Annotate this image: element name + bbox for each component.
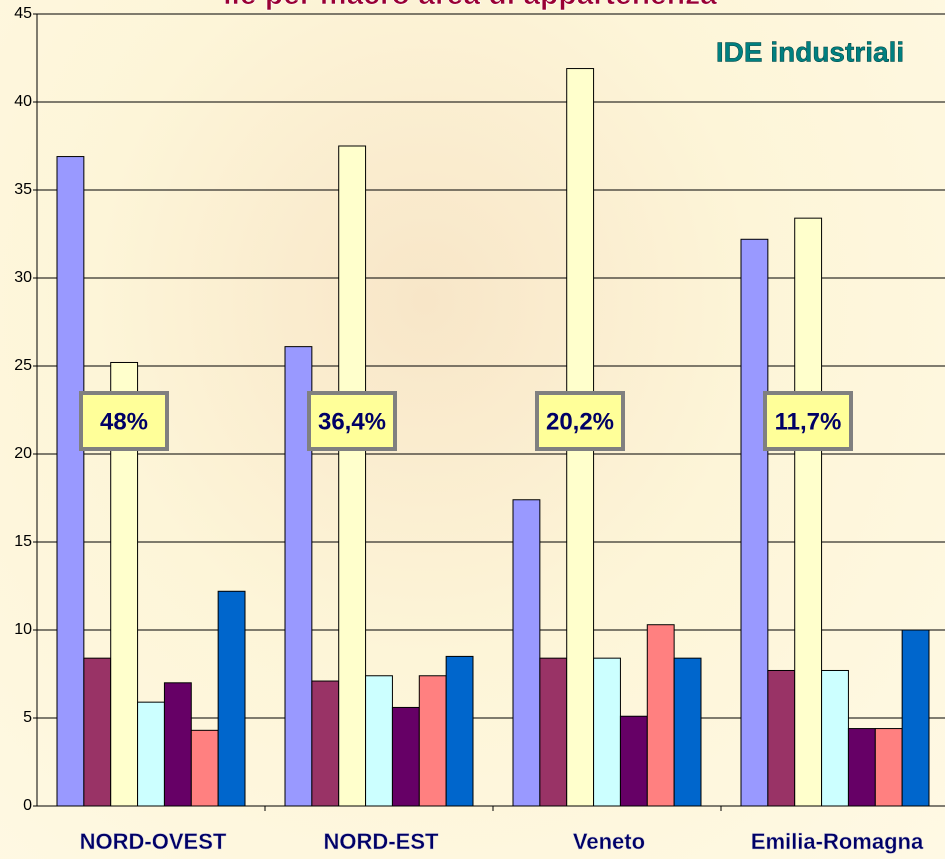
annotation: 48% [100,408,148,435]
bar [392,707,419,806]
bar [540,658,567,806]
bar [902,630,929,806]
bar [366,676,393,806]
bar [822,670,849,806]
y-tick-label: 10 [14,621,32,638]
bar [594,658,621,806]
y-tick-label: 45 [14,5,32,22]
x-tick-label: Veneto [573,829,645,854]
y-tick-label: 30 [14,269,32,286]
annotation: 36,4% [318,408,386,435]
bar [218,591,245,806]
chart-title: ile per macro area di appartenenza [223,0,717,11]
y-tick-label: 25 [14,357,32,374]
bar [875,729,902,806]
bar [620,716,647,806]
x-tick-label: NORD-OVEST [80,829,227,854]
chart: ile per macro area di appartenenza IDE i… [0,0,945,859]
bar [312,681,339,806]
bar [768,670,795,806]
bar [419,676,446,806]
bar [795,218,822,806]
bar [164,683,191,806]
bar [647,625,674,806]
bar [741,239,768,806]
y-tick-label: 15 [14,533,32,550]
y-tick-label: 40 [14,93,32,110]
x-tick-label: Emilia-Romagna [751,829,924,854]
bar [848,729,875,806]
chart-subtitle: IDE industriali [716,36,904,67]
y-tick-label: 5 [23,709,32,726]
bar [446,656,473,806]
annotation: 20,2% [546,408,614,435]
y-tick-label: 35 [14,181,32,198]
bar [138,702,165,806]
bar [191,730,218,806]
annotation: 11,7% [775,408,842,435]
x-tick-label: NORD-EST [324,829,439,854]
bar [84,658,111,806]
y-tick-label: 20 [14,445,32,462]
bar [339,146,366,806]
y-tick-label: 0 [23,797,32,814]
bar [513,500,540,806]
bar [57,157,84,806]
bar [674,658,701,806]
